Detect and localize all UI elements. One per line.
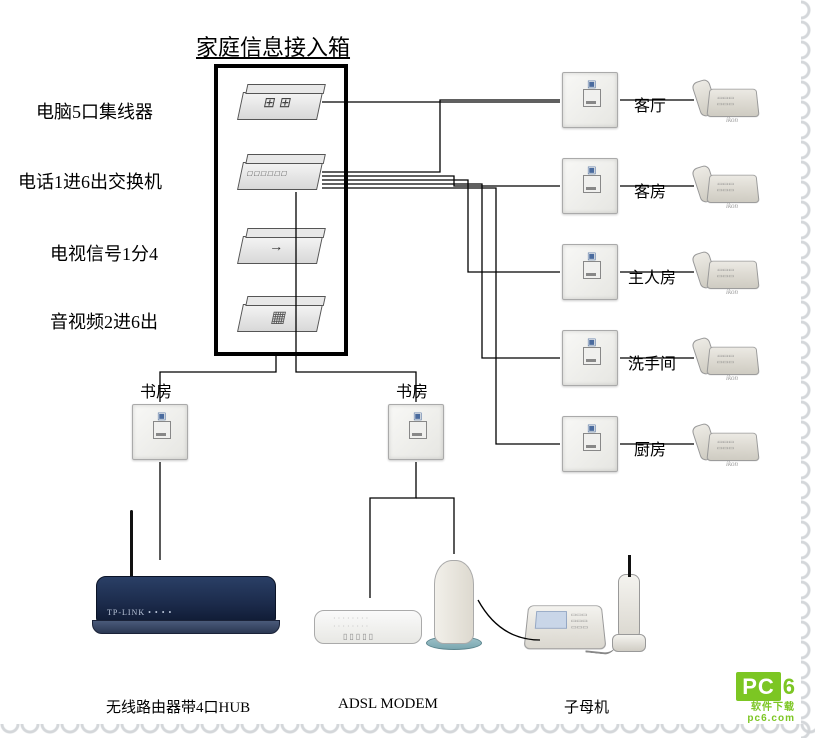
phone-icon-bath: ikon [696, 334, 766, 380]
diagram-title: 家庭信息接入箱 [196, 30, 350, 62]
outlet-living: ▣ [562, 72, 618, 128]
watermark-brand: PC [736, 672, 781, 701]
phone-icon-kitchen: ikon [696, 420, 766, 466]
decorative-right-edge [801, 0, 815, 738]
module-tel-icon [237, 162, 323, 190]
rj-icon: ▣ [413, 411, 422, 422]
adsl-modem-flat-icon [308, 600, 428, 652]
module-tv-icon [237, 236, 323, 264]
outlet-bath: ▣ [562, 330, 618, 386]
room-label-living: 客厅 [634, 92, 666, 116]
adsl-label: ADSL MODEM [338, 696, 438, 713]
phone-icon-master: ikon [696, 248, 766, 294]
outlet-study-right: ▣ [388, 404, 444, 460]
outlet-master: ▣ [562, 244, 618, 300]
outlet-kitchen: ▣ [562, 416, 618, 472]
phone-icon-living: ikon [696, 76, 766, 122]
module-tel-label: 电话1进6出交换机 [18, 168, 162, 194]
phone-icon-guest: ikon [696, 162, 766, 208]
rj-icon: ▣ [587, 423, 596, 434]
router-label: 无线路由器带4口HUB [106, 696, 250, 717]
adsl-modem-upright-icon [426, 556, 486, 656]
rj-icon: ▣ [587, 79, 596, 90]
rj-icon: ▣ [157, 411, 166, 422]
rj-icon: ▣ [587, 251, 596, 262]
watermark: PC6 软件下载pc6.com [736, 674, 795, 724]
cordless-phone-set-icon [526, 574, 666, 664]
study-left-label: 书房 [140, 378, 172, 402]
room-label-bath: 洗手间 [628, 350, 676, 374]
router-icon [86, 562, 286, 652]
outlet-guest: ▣ [562, 158, 618, 214]
room-label-master: 主人房 [628, 264, 676, 288]
module-tv-label: 电视信号1分4 [50, 240, 158, 266]
module-hub-label: 电脑5口集线器 [36, 98, 153, 124]
module-hub-icon [237, 92, 323, 120]
decorative-bottom-edge [0, 724, 815, 738]
rj-icon: ▣ [587, 337, 596, 348]
study-right-label: 书房 [396, 378, 428, 402]
watermark-sub: 软件下载pc6.com [736, 698, 795, 724]
room-label-kitchen: 厨房 [634, 436, 666, 460]
outlet-study-left: ▣ [132, 404, 188, 460]
diagram-canvas: 家庭信息接入箱 电脑5口集线器 电话1进6出交换机 电视信号1分4 音视频2进6… [0, 0, 815, 738]
room-label-guest: 客房 [634, 178, 666, 202]
rj-icon: ▣ [587, 165, 596, 176]
module-av-icon [237, 304, 323, 332]
watermark-num: 6 [783, 674, 795, 699]
phoneset-label: 子母机 [564, 696, 609, 717]
module-av-label: 音视频2进6出 [50, 308, 158, 334]
